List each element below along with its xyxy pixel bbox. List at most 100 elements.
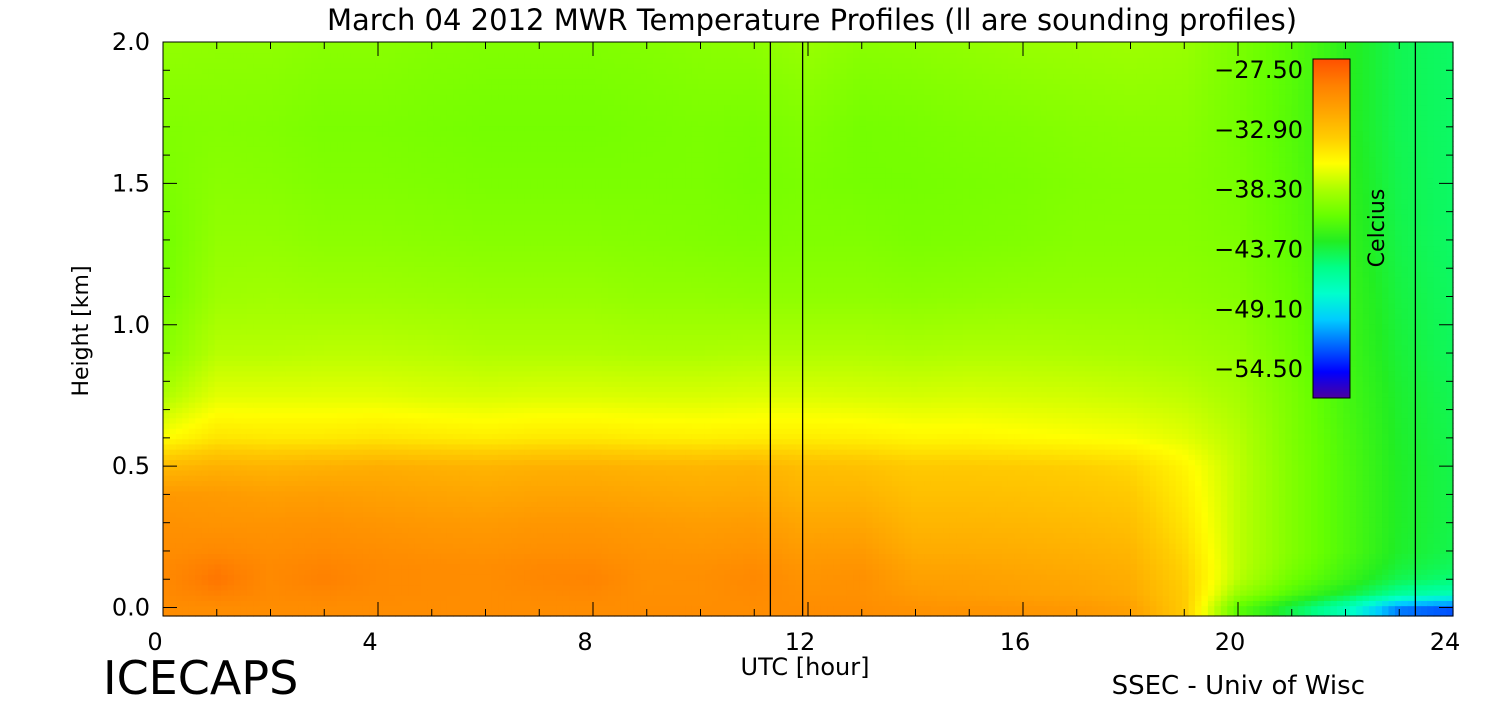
heatmap-cell [344,428,351,434]
heatmap-cell [427,251,434,257]
heatmap-cell [357,533,364,539]
heatmap-cell [253,230,260,236]
heatmap-cell [208,89,215,95]
heatmap-cell [331,559,338,565]
heatmap-cell [382,162,389,168]
heatmap-cell [350,491,357,497]
heatmap-cell [318,444,325,450]
heatmap-cell [318,277,325,283]
heatmap-cell [189,402,196,408]
heatmap-cell [286,606,293,612]
heatmap-cell [182,334,189,340]
heatmap-cell [408,125,415,131]
heatmap-cell [337,486,344,492]
heatmap-cell [189,115,196,121]
heatmap-cell [324,475,331,481]
heatmap-cell [228,606,235,612]
heatmap-cell [273,256,280,262]
heatmap-cell [176,52,183,58]
heatmap-cell [182,199,189,205]
heatmap-cell [305,459,312,465]
heatmap-cell [169,287,176,293]
heatmap-cell [311,579,318,585]
heatmap-cell [189,99,196,105]
heatmap-cell [221,214,228,220]
heatmap-cell [318,125,325,131]
heatmap-cell [376,105,383,111]
heatmap-cell [305,433,312,439]
heatmap-cell [266,251,273,257]
heatmap-cell [189,246,196,252]
heatmap-cell [240,533,247,539]
heatmap-cell [273,63,280,69]
heatmap-cell [344,188,351,194]
heatmap-cell [305,496,312,502]
heatmap-cell [228,188,235,194]
heatmap-cell [337,204,344,210]
heatmap-cell [240,423,247,429]
heatmap-cell [221,178,228,184]
heatmap-cell [395,376,402,382]
heatmap-cell [298,553,305,559]
heatmap-cell [273,183,280,189]
heatmap-cell [189,423,196,429]
heatmap-cell [337,418,344,424]
heatmap-cell [279,512,286,518]
heatmap-cell [292,595,299,601]
heatmap-cell [440,454,447,460]
heatmap-cell [298,527,305,533]
heatmap-cell [279,533,286,539]
heatmap-cell [273,172,280,178]
heatmap-cell [215,538,222,544]
heatmap-cell [415,350,422,356]
heatmap-cell [344,418,351,424]
heatmap-cell [228,444,235,450]
heatmap-cell [344,94,351,100]
heatmap-cell [298,371,305,377]
heatmap-cell [292,506,299,512]
heatmap-cell [389,433,396,439]
heatmap-cell [311,183,318,189]
heatmap-cell [240,251,247,257]
heatmap-cell [279,386,286,392]
heatmap-cell [163,204,170,210]
heatmap-cell [376,590,383,596]
heatmap-cell [215,465,222,471]
heatmap-cell [163,282,170,288]
heatmap-cell [215,230,222,236]
heatmap-cell [195,63,202,69]
heatmap-cell [434,204,441,210]
heatmap-cell [395,251,402,257]
heatmap-cell [408,272,415,278]
heatmap-cell [260,366,267,372]
heatmap-cell [344,339,351,345]
heatmap-cell [427,543,434,549]
heatmap-cell [357,486,364,492]
heatmap-cell [292,600,299,606]
heatmap-cell [189,600,196,606]
heatmap-cell [286,574,293,580]
heatmap-cell [202,548,209,554]
heatmap-cell [337,303,344,309]
heatmap-cell [376,261,383,267]
heatmap-cell [208,449,215,455]
heatmap-cell [228,261,235,267]
heatmap-cell [440,407,447,413]
heatmap-cell [421,402,428,408]
heatmap-cell [189,559,196,565]
heatmap-cell [440,486,447,492]
heatmap-cell [324,141,331,147]
heatmap-cell [311,219,318,225]
heatmap-cell [292,439,299,445]
heatmap-cell [195,141,202,147]
heatmap-cell [389,459,396,465]
heatmap-cell [292,501,299,507]
heatmap-cell [447,606,454,612]
heatmap-cell [266,73,273,79]
heatmap-cell [447,527,454,533]
heatmap-cell [292,251,299,257]
heatmap-cell [421,600,428,606]
heatmap-cell [421,42,428,48]
heatmap-cell [447,533,454,539]
heatmap-cell [337,334,344,340]
